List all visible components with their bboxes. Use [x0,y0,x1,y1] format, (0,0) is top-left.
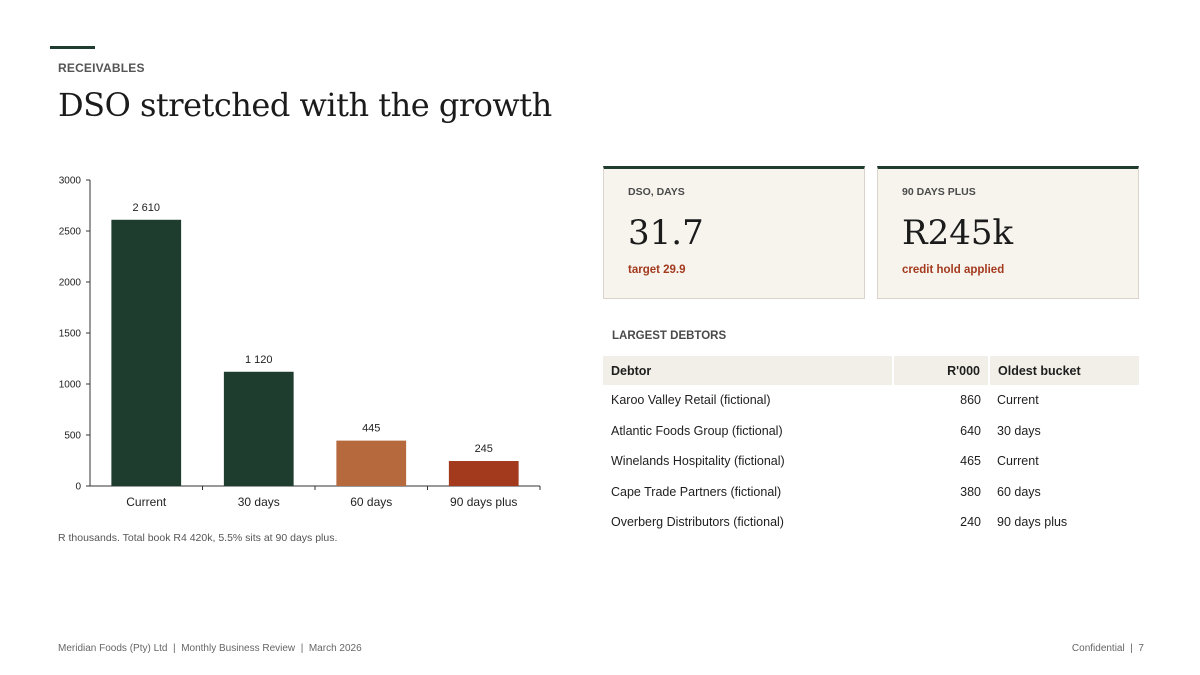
table-row: Cape Trade Partners (fictional) 380 60 d… [603,477,1139,508]
debtor-bucket: 90 days plus [997,515,1068,530]
kpi-subtext: target 29.9 [628,264,686,276]
kpi-label: 90 DAYS PLUS [902,186,976,198]
kpi-value: 31.7 [628,213,704,253]
kpi-value: R245k [902,213,1014,253]
y-tick-label: 3000 [59,176,82,187]
y-tick-label: 0 [75,482,81,493]
y-tick-label: 2000 [59,278,82,289]
y-tick-label: 500 [64,431,81,442]
kpi-card-dso: DSO, DAYS 31.7 target 29.9 [603,166,865,299]
column-header-debtor: Debtor [603,356,894,385]
y-tick-label: 2500 [59,227,82,238]
debtor-amount: 465 [960,454,981,469]
debtors-table: Debtor R'000 Oldest bucket Karoo Valley … [603,356,1139,538]
debtor-name: Overberg Distributors (fictional) [611,515,784,530]
accent-rule [50,46,95,49]
table-header-row: Debtor R'000 Oldest bucket [603,356,1139,385]
y-tick-label: 1500 [59,329,82,340]
table-row: Overberg Distributors (fictional) 240 90… [603,507,1139,538]
x-category-label: 90 days plus [450,495,517,509]
table-row: Karoo Valley Retail (fictional) 860 Curr… [603,385,1139,416]
column-header-bucket: Oldest bucket [989,356,1139,385]
receivables-ageing-chart: 0 500 1000 1500 2000 2500 3000 2 610 Current 1 12… [59,176,541,509]
debtor-name: Karoo Valley Retail (fictional) [611,393,771,408]
x-category-label: Current [126,495,167,509]
debtor-bucket: 60 days [997,484,1041,499]
x-category-label: 60 days [350,495,392,509]
kpi-card-90-days-plus: 90 DAYS PLUS R245k credit hold applied [877,166,1139,299]
debtor-amount: 240 [960,515,981,530]
bar-60-days [336,440,407,486]
chart-footnote: R thousands. Total book R4 420k, 5.5% si… [58,532,338,544]
kpi-subtext: credit hold applied [902,264,1005,276]
bar-current [111,219,182,486]
bar-data-label: 2 610 [132,202,160,214]
bar-90-days-plus [448,461,519,486]
table-row: Atlantic Foods Group (fictional) 640 30 … [603,416,1139,447]
debtor-name: Atlantic Foods Group (fictional) [611,423,783,438]
bar-data-label: 245 [475,443,493,455]
debtor-amount: 640 [960,423,981,438]
debtor-name: Cape Trade Partners (fictional) [611,484,782,499]
x-category-label: 30 days [238,495,280,509]
footer-page-line: Confidential | 7 [1071,643,1144,654]
debtor-amount: 860 [960,393,981,408]
bar-30-days [223,371,294,486]
debtor-bucket: Current [997,454,1039,469]
table-row: Winelands Hospitality (fictional) 465 Cu… [603,446,1139,477]
debtor-bucket: Current [997,393,1039,408]
debtor-amount: 380 [960,484,981,499]
footer-company-line: Meridian Foods (Pty) Ltd | Monthly Busin… [58,643,362,654]
column-header-amount: R'000 [893,356,990,385]
slide-title: DSO stretched with the growth [58,86,552,124]
y-tick-label: 1000 [59,380,82,391]
debtor-bucket: 30 days [997,423,1041,438]
bar-data-label: 1 120 [245,354,273,366]
bar-data-label: 445 [362,423,380,435]
section-eyebrow: RECEIVABLES [58,61,145,75]
debtors-section-label: LARGEST DEBTORS [612,330,727,342]
debtor-name: Winelands Hospitality (fictional) [611,454,785,469]
kpi-label: DSO, DAYS [628,186,685,198]
